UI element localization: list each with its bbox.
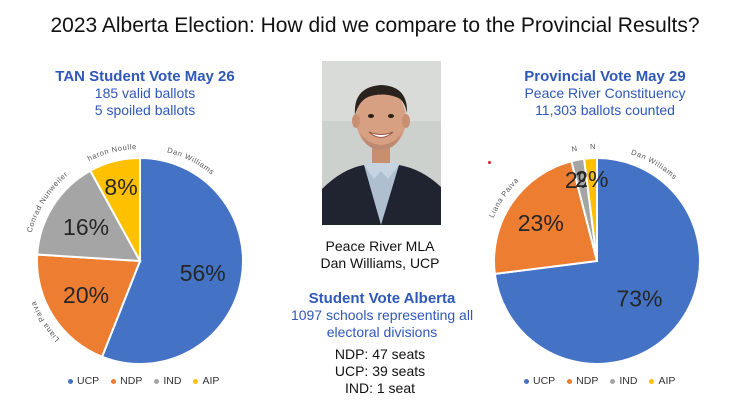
mla-photo [322, 61, 441, 225]
student-chart-legend: UCP NDP IND AIP [68, 375, 219, 387]
legend-swatch [649, 378, 655, 384]
legend-label: UCP [77, 375, 100, 387]
mla-name: Dan Williams, UCP [320, 255, 440, 271]
provincial-legend-ndp: NDP [567, 375, 598, 387]
student-legend-ndp: NDP [111, 375, 142, 387]
seats-ndp: NDP: 47 seats [334, 346, 426, 362]
legend-swatch [68, 378, 73, 384]
provincial-vote-header: Provincial Vote May 29 Peace River Const… [485, 68, 725, 119]
provincial-value-label-aip: 2% [575, 166, 608, 192]
provincial-slice-aip [582, 156, 598, 262]
legend-swatch [610, 378, 616, 384]
seat-results: NDP: 47 seats UCP: 39 seats IND: 1 seat [300, 346, 460, 397]
mla-title: Peace River MLA [325, 238, 435, 254]
legend-label: NDP [576, 375, 599, 387]
student-value-label-aip: 8% [104, 174, 137, 200]
provincial-ballots-counted: 11,303 ballots counted [535, 102, 675, 118]
provincial-legend-ucp: UCP [524, 375, 555, 387]
student-vote-title: TAN Student Vote May 26 [55, 68, 235, 85]
student-value-label-ucp: 56% [180, 260, 226, 286]
student-legend-ind: IND [154, 375, 181, 387]
student-slice-ind [36, 169, 142, 263]
student-slice-aip [89, 156, 141, 262]
provincial-value-label-ucp: 73% [616, 285, 662, 311]
legend-label: IND [163, 375, 182, 387]
seats-ind: IND: 1 seat [344, 380, 416, 396]
stray-red-dot [488, 161, 491, 164]
legend-swatch [524, 378, 529, 384]
student-value-label-ind: 16% [63, 214, 109, 240]
legend-swatch [154, 378, 160, 384]
legend-label: AIP [202, 375, 220, 387]
legend-label: AIP [658, 375, 676, 387]
student-slice-ucp [100, 156, 244, 365]
provincial-candidate-name-ind: Conrad Nunweiler [0, 0, 578, 154]
student-vote-header: TAN Student Vote May 26 185 valid ballot… [30, 68, 260, 119]
legend-swatch [111, 378, 117, 384]
student-valid-ballots: 185 valid ballots [94, 85, 196, 101]
provincial-constituency: Peace River Constituency [524, 85, 686, 101]
student-legend-ucp: UCP [68, 375, 99, 387]
legend-swatch [567, 378, 573, 384]
slide-title: 2023 Alberta Election: How did we compar… [50, 14, 700, 37]
provincial-chart-legend: UCP NDP IND AIP [524, 375, 675, 387]
mla-caption: Peace River MLA Dan Williams, UCP [280, 238, 480, 272]
sva-title: Student Vote Alberta [308, 290, 456, 307]
provincial-vote-title: Provincial Vote May 29 [524, 68, 686, 85]
student-spoiled-ballots: 5 spoiled ballots [94, 102, 196, 118]
sva-line-2: electoral divisions [326, 324, 438, 340]
student-value-label-ndp: 20% [63, 282, 109, 308]
provincial-slice-ndp [493, 160, 599, 276]
legend-label: IND [619, 375, 638, 387]
provincial-legend-ind: IND [610, 375, 637, 387]
legend-label: UCP [533, 375, 556, 387]
provincial-legend-aip: AIP [649, 375, 675, 387]
provincial-candidate-name-aip: Sharon Noullett [0, 0, 596, 151]
legend-swatch [193, 378, 199, 384]
provincial-value-label-ndp: 23% [518, 210, 564, 236]
sva-line-1: 1097 schools representing all [290, 307, 474, 323]
student-legend-aip: AIP [193, 375, 219, 387]
legend-label: NDP [120, 375, 143, 387]
student-vote-alberta: Student Vote Alberta 1097 schools repres… [262, 290, 502, 341]
student-slice-ndp [36, 253, 142, 359]
seats-ucp: UCP: 39 seats [334, 363, 426, 379]
student-candidate-name-aip: Sharon Noullett [0, 0, 137, 163]
